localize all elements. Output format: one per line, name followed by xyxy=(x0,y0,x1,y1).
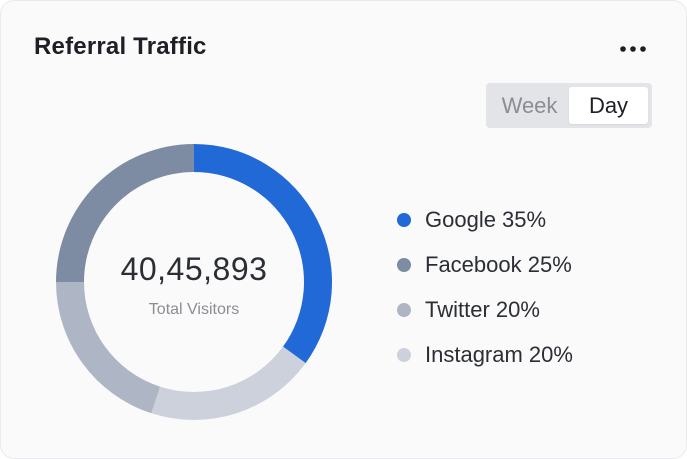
total-visitors-value: 40,45,893 xyxy=(120,251,268,287)
card-title: Referral Traffic xyxy=(34,33,207,60)
more-options-button[interactable] xyxy=(613,36,653,62)
legend-dot xyxy=(397,212,411,227)
legend-dot xyxy=(397,302,411,317)
period-toggle: Week Day xyxy=(486,83,652,128)
donut-chart: 40,45,893 Total Visitors xyxy=(56,144,332,420)
donut-chart-svg xyxy=(56,144,332,420)
legend-item-google: Google 35% xyxy=(397,197,573,242)
donut-slice-instagram xyxy=(151,346,306,420)
legend-label: Facebook 25% xyxy=(425,251,572,277)
chart-legend: Google 35% Facebook 25% Twitter 20% Instagr… xyxy=(397,197,573,377)
legend-item-instagram: Instagram 20% xyxy=(397,332,573,377)
legend-label: Instagram 20% xyxy=(425,341,573,367)
legend-item-facebook: Facebook 25% xyxy=(397,242,573,287)
toggle-week[interactable]: Week xyxy=(501,92,558,118)
legend-label: Twitter 20% xyxy=(425,296,540,322)
legend-dot xyxy=(397,347,411,362)
donut-slice-twitter xyxy=(56,282,161,414)
legend-label: Google 35% xyxy=(425,206,547,232)
donut-slice-google xyxy=(194,144,332,364)
legend-dot xyxy=(397,257,411,272)
more-horizontal-icon xyxy=(620,46,646,52)
donut-slice-facebook xyxy=(56,144,194,282)
toggle-day[interactable]: Day xyxy=(569,87,648,124)
legend-item-twitter: Twitter 20% xyxy=(397,287,573,332)
total-visitors-label: Total Visitors xyxy=(148,301,240,318)
